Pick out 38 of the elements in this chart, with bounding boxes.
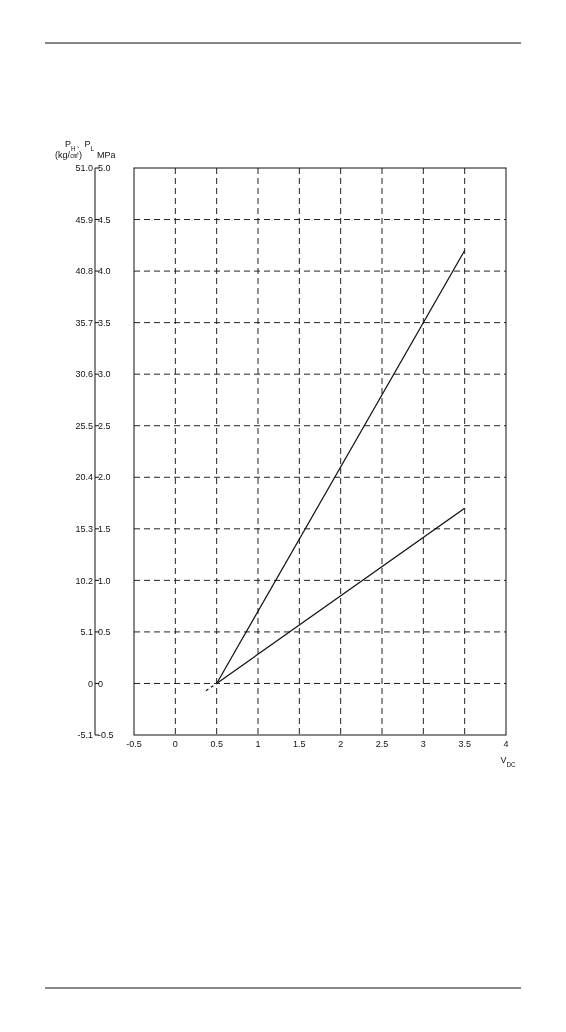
y2-tick-label: 20.4 [75,472,93,483]
text: P$_{H}$、P$_{L}$ [65,139,95,152]
y2-tick-label: 30.6 [75,369,93,380]
x-axis-title: V$_{DC}$ [500,755,516,768]
y2-tick-label: 25.5 [75,420,93,431]
x-tick-label: 0.5 [210,739,223,749]
x-tick-label: 3.5 [458,739,471,749]
y-tick-label: 4.0 [98,266,111,277]
x-tick-label: 3 [420,739,426,749]
y-tick-label: 5.0 [98,163,111,174]
y2-tick-label: 5.1 [80,627,93,638]
y2-tick-label: 40.8 [75,266,93,277]
x-tick-label: 1.5 [293,739,306,749]
y-axis-title: MPa [97,150,116,160]
x-tick-label: 1 [255,739,261,749]
y-tick-label: 0 [98,678,104,689]
y2-tick-label: 0 [87,678,93,689]
x-tick-label: 2 [338,739,344,749]
y-tick-label: 2.5 [98,420,111,431]
y2-tick-label: 51.0 [75,163,93,174]
x-tick-label: 0 [172,739,178,749]
y-tick-label: 3.5 [98,317,111,328]
y2-tick-label: 15.3 [75,524,93,535]
y2-tick-label: 45.9 [75,214,93,225]
x-tick-label: -0.5 [126,739,142,749]
y-tick-label: 0.5 [98,627,111,638]
y2-tick-label: -5.1 [77,730,93,741]
x-tick-label: 2.5 [375,739,389,749]
y-tick-label: 1.5 [98,524,111,535]
y-tick-label: -0.5 [98,730,114,741]
y2-tick-label: 35.7 [75,317,93,328]
y-tick-label: 1.0 [98,575,111,586]
y2-axis-title: (kg/㎠) [55,150,82,160]
y-tick-label: 3.0 [98,369,111,380]
x-tick-label: 4 [503,739,509,749]
y-tick-label: 4.5 [98,214,111,225]
y-tick-label: 2.0 [98,472,111,483]
y2-tick-label: 10.2 [75,575,93,586]
